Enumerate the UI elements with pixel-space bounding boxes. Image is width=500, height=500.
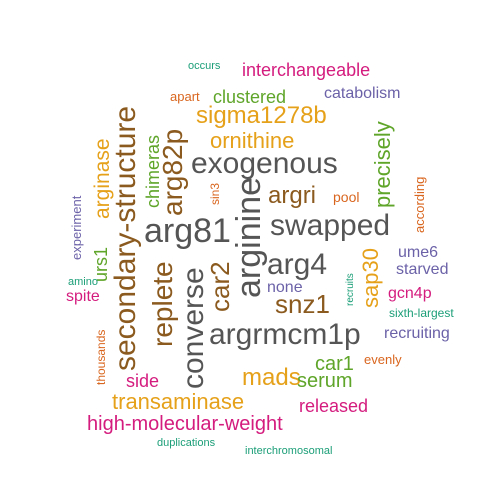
word-thousands: thousands [94,329,108,385]
word-sixth-largest: sixth-largest [389,306,454,320]
word-according: according [412,176,427,233]
word-starved: starved [396,261,449,278]
word-recruits: recruits [345,273,356,306]
word-ume6: ume6 [398,244,439,261]
word-replete: replete [147,261,178,347]
word-none: none [267,279,303,296]
word-serum: serum [297,370,353,392]
word-swapped: swapped [270,209,391,242]
word-pool: pool [333,189,360,205]
word-sap30: sap30 [358,248,383,308]
word-car2: car2 [205,261,235,312]
word-experiment: experiment [69,195,84,260]
word-interchangeable: interchangeable [242,60,371,80]
word-arg82p: arg82p [157,128,188,216]
word-arginase: arginase [91,138,114,219]
word-car1: car1 [315,353,354,375]
word-arginine: arginine [230,177,268,298]
word-arg4: arg4 [267,248,328,281]
word-secondary-structure: secondary-structure [109,105,142,371]
word-released: released [299,396,369,416]
word-duplications: duplications [157,437,216,449]
word-gcn4p: gcn4p [388,285,432,302]
word-amino: amino [68,276,98,288]
word-sigma1278b: sigma1278b [196,102,327,129]
word-exogenous: exogenous [191,147,338,180]
word-interchromosomal: interchromosomal [245,445,333,457]
word-snz1: snz1 [275,289,330,319]
word-argri: argri [268,182,317,209]
word-apart: apart [170,89,200,104]
word-recruiting: recruiting [384,325,450,342]
word-precisely: precisely [370,121,395,208]
word-high-molecular-weight: high-molecular-weight [87,413,283,435]
word-clustered: clustered [213,87,287,107]
word-chimeras: chimeras [143,134,163,208]
word-arg81: arg81 [144,212,231,250]
word-transaminase: transaminase [112,389,245,414]
word-ornithine: ornithine [210,128,295,153]
word-catabolism: catabolism [324,85,401,102]
word-mads: mads [242,364,301,391]
word-occurs: occurs [188,60,221,72]
word-sin3: sin3 [208,182,222,205]
word-argrmcm1p: argrmcm1p [209,318,361,351]
word-side: side [126,371,160,391]
word-evenly: evenly [364,352,402,367]
word-spite: spite [66,288,100,305]
